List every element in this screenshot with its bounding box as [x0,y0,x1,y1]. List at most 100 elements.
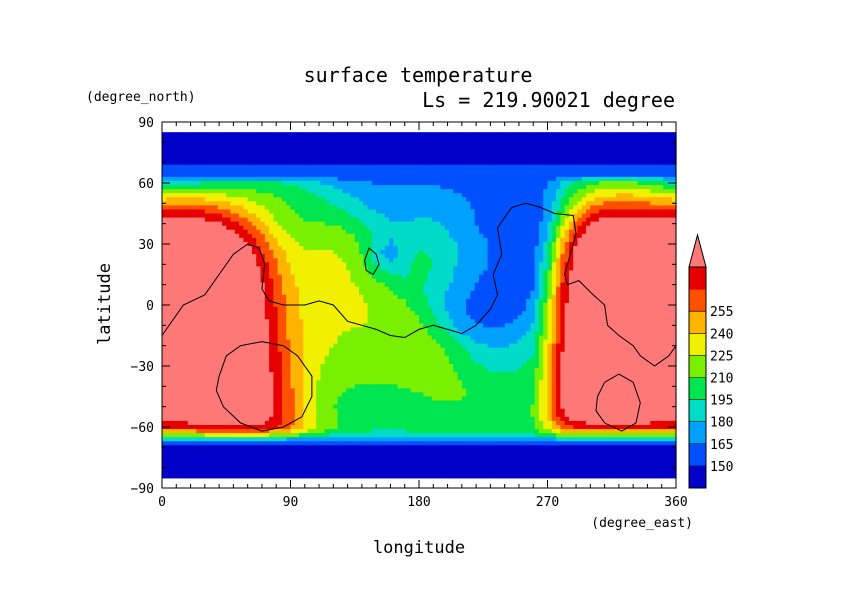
heatmap-cell [191,144,197,150]
heatmap-cell [483,172,489,178]
heatmap-cell [628,209,634,215]
heatmap-cell [213,270,219,276]
heatmap-cell [628,168,634,174]
heatmap-cell [440,258,446,263]
heatmap-cell [556,286,561,292]
heatmap-cell [337,241,343,247]
heatmap-cell [363,144,369,150]
heatmap-cell [294,221,300,227]
heatmap-cell [230,164,236,170]
heatmap-cell [603,286,609,292]
heatmap-cell [260,164,266,170]
heatmap-cell [384,201,390,206]
heatmap-cell [213,148,219,154]
heatmap-cell [230,294,236,300]
heatmap-cell [586,144,591,150]
heatmap-cell [590,164,596,170]
heatmap-cell [646,205,651,211]
heatmap-cell [363,282,369,288]
heatmap-cell [307,201,313,206]
heatmap-cell [440,266,446,272]
heatmap-cell [277,164,283,170]
heatmap-cell [560,132,566,137]
heatmap-cell [196,250,202,255]
heatmap-cell [667,246,673,251]
heatmap-cell [448,156,454,162]
heatmap-cell [478,262,484,267]
heatmap-cell [573,221,579,227]
heatmap-cell [384,193,390,198]
heatmap-cell [350,136,356,141]
heatmap-cell [663,148,669,154]
heatmap-cell [311,221,317,227]
heatmap-cell [538,164,544,170]
heatmap-cell [517,152,523,158]
heatmap-cell [234,189,240,194]
heatmap-cell [281,176,287,182]
heatmap-cell [547,201,553,206]
heatmap-cell [410,168,416,174]
heatmap-cell [269,258,274,263]
heatmap-cell [256,185,262,190]
heatmap-cell [226,180,232,186]
heatmap-cell [179,152,185,158]
heatmap-cell [256,156,262,162]
heatmap-cell [513,148,519,154]
heatmap-cell [324,180,330,186]
heatmap-cell [401,274,407,280]
heatmap-cell [526,172,531,178]
heatmap-cell [389,262,394,267]
heatmap-cell [191,132,197,137]
heatmap-cell [650,152,656,158]
heatmap-cell [607,197,613,202]
heatmap-cell [350,213,356,219]
heatmap-cell [213,246,219,251]
heatmap-cell [423,132,429,137]
heatmap-cell [646,278,651,284]
heatmap-cell [389,164,394,170]
heatmap-cell [577,140,583,145]
heatmap-cell [350,282,356,288]
heatmap-cell [637,201,643,206]
heatmap-cell [500,250,506,255]
heatmap-cell [316,258,322,263]
heatmap-cell [577,250,583,255]
heatmap-cell [359,294,364,300]
heatmap-cell [316,176,322,182]
heatmap-cell [401,201,407,206]
heatmap-cell [564,189,570,194]
heatmap-cell [478,156,484,162]
heatmap-cell [162,164,167,170]
heatmap-cell [243,180,249,186]
heatmap-cell [230,274,236,280]
heatmap-cell [543,185,549,190]
heatmap-cell [269,262,274,267]
heatmap-cell [663,189,669,194]
heatmap-cell [290,164,296,170]
heatmap-cell [517,290,523,296]
heatmap-cell [337,209,343,215]
heatmap-cell [611,225,617,231]
heatmap-cell [329,160,334,166]
heatmap-cell [538,250,544,255]
heatmap-cell [586,205,591,211]
heatmap-cell [196,140,202,145]
heatmap-cell [406,250,412,255]
heatmap-cell [389,193,394,198]
heatmap-cell [517,250,523,255]
heatmap-cell [530,221,536,227]
heatmap-cell [620,250,626,255]
heatmap-cell [611,286,617,292]
heatmap-cell [354,254,360,259]
heatmap-cell [423,172,429,178]
heatmap-cell [187,164,193,170]
heatmap-cell [281,290,287,296]
heatmap-cell [397,262,403,267]
heatmap-cell [354,172,360,178]
heatmap-cell [474,164,480,170]
heatmap-cell [234,233,240,239]
heatmap-cell [337,217,343,223]
heatmap-cell [273,274,279,280]
heatmap-cell [534,250,540,255]
heatmap-cell [401,254,407,259]
